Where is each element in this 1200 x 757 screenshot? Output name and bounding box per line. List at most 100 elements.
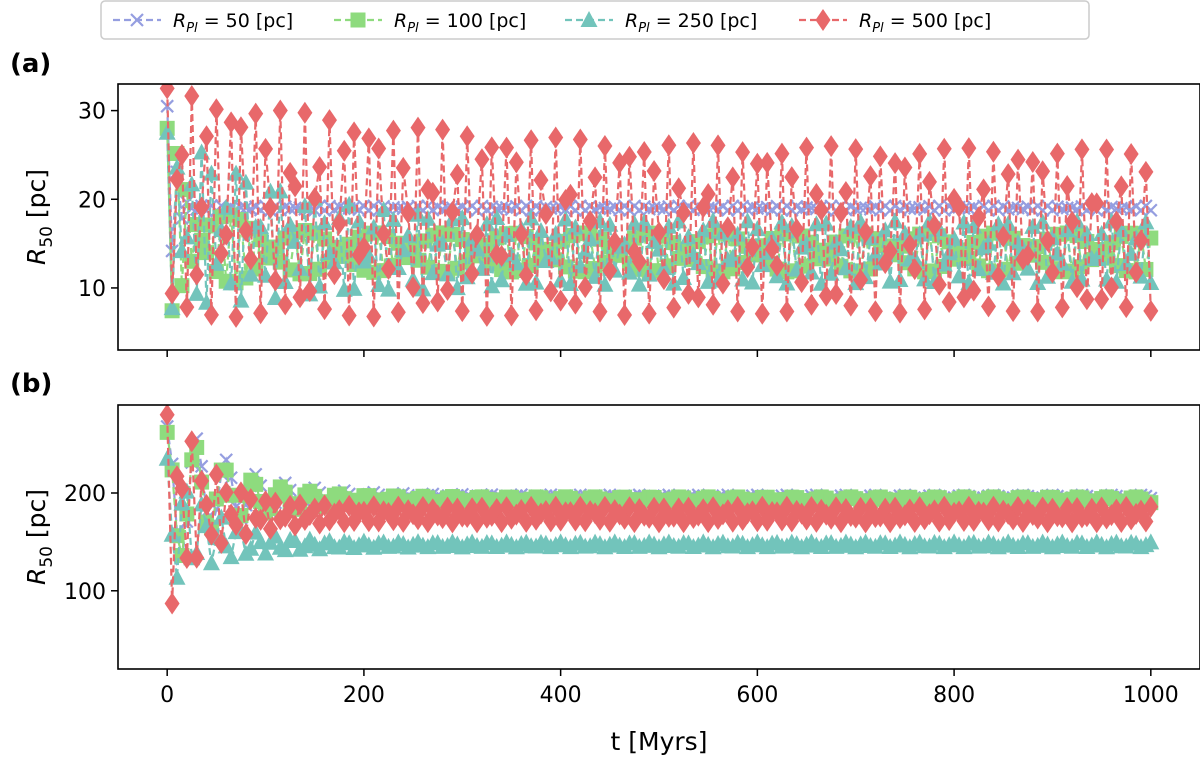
point-b-3-11 [213,532,229,555]
legend-marker-1 [350,12,366,28]
point-b-3-180 [1044,497,1060,520]
plot-area-b [158,405,1160,615]
point-a-3-179 [1040,229,1056,252]
point-a-2-63 [468,240,486,257]
point-a-3-154 [917,298,933,321]
point-a-2-90 [601,215,619,232]
point-b-3-3 [174,477,190,500]
point-b-3-67 [489,498,505,521]
point-a-3-59 [449,163,465,186]
point-a-3-24 [277,293,293,316]
point-a-3-118 [740,256,756,279]
point-a-2-32 [316,214,334,231]
point-a-2-42 [365,218,383,235]
point-a-3-149 [892,301,908,324]
point-a-2-116 [729,225,747,242]
point-a-3-121 [754,302,770,325]
point-a-3-43 [371,137,387,160]
point-a-2-57 [439,265,457,282]
point-a-3-83 [567,292,583,315]
point-a-2-167 [980,234,998,251]
y-tick-label-b-1: 200 [64,482,106,507]
point-a-3-17 [243,248,259,271]
point-a-2-38 [345,279,363,296]
point-b-1-18 [248,476,264,492]
x-tick-label-b-4: 800 [933,683,975,708]
point-a-3-38 [346,121,362,144]
point-a-3-14 [228,305,244,328]
point-b-2-9 [202,554,220,571]
point-a-2-79 [547,224,565,241]
point-a-3-54 [425,181,441,204]
point-a-3-187 [1079,288,1095,311]
point-a-3-22 [267,269,283,292]
point-b-3-38 [346,509,362,532]
point-a-3-200 [1143,299,1159,322]
point-a-3-152 [907,258,923,281]
x-axis-label: t [Myrs] [611,727,708,756]
point-a-3-112 [710,134,726,157]
point-a-3-193 [1108,210,1124,233]
point-a-1-19 [253,232,269,248]
point-b-3-20 [258,490,274,513]
point-a-3-60 [454,300,470,323]
point-a-3-33 [321,109,337,132]
point-b-3-100 [651,511,667,534]
point-a-3-134 [818,284,834,307]
point-a-3-56 [435,118,451,141]
point-b-2-11 [212,508,230,525]
point-a-3-77 [538,203,554,226]
point-a-3-78 [543,280,559,303]
point-a-2-25 [281,215,299,232]
point-a-3-84 [572,128,588,151]
point-a-2-100 [650,240,668,257]
point-a-3-140 [848,138,864,161]
point-a-3-111 [705,293,721,316]
point-a-3-30 [307,187,323,210]
point-a-2-199 [1137,213,1155,230]
point-a-2-85 [576,243,594,260]
point-a-3-170 [995,225,1011,248]
point-b-2-200 [1142,533,1160,550]
point-a-3-20 [258,137,274,160]
point-a-3-190 [1094,288,1110,311]
point-a-3-44 [376,223,392,246]
point-b-3-164 [966,509,982,532]
point-a-3-143 [862,165,878,188]
point-b-3-1 [164,592,180,615]
point-b-3-13 [223,503,239,526]
legend-frame [100,0,1090,40]
point-a-3-173 [1010,148,1026,171]
point-a-3-192 [1103,276,1119,299]
point-a-3-96 [631,250,647,273]
point-b-3-199 [1138,510,1154,533]
point-b-3-25 [282,494,298,517]
point-b-3-188 [1084,497,1100,520]
point-b-2-22 [266,527,284,544]
point-a-2-96 [630,275,648,292]
point-a-2-67 [488,208,506,225]
point-a-2-119 [743,273,761,290]
point-a-2-4 [178,228,196,245]
plot-area-a [158,84,1160,328]
point-a-2-66 [483,277,501,294]
point-a-3-94 [621,145,637,168]
point-a-3-52 [415,292,431,315]
point-a-2-138 [837,259,855,276]
point-a-2-189 [1088,249,1106,266]
point-a-2-12 [217,198,235,215]
point-a-3-10 [208,98,224,121]
point-b-3-96 [631,498,647,521]
point-a-3-136 [828,283,844,306]
point-a-3-196 [1123,142,1139,165]
point-a-2-28 [296,197,314,214]
point-a-3-141 [853,268,869,291]
point-b-3-131 [803,495,819,518]
point-b-3-6 [189,546,205,569]
point-a-3-106 [681,282,697,305]
point-a-3-79 [548,126,564,149]
point-a-3-11 [213,242,229,265]
point-a-3-46 [385,119,401,142]
point-a-3-114 [720,216,736,239]
point-a-3-6 [189,263,205,286]
